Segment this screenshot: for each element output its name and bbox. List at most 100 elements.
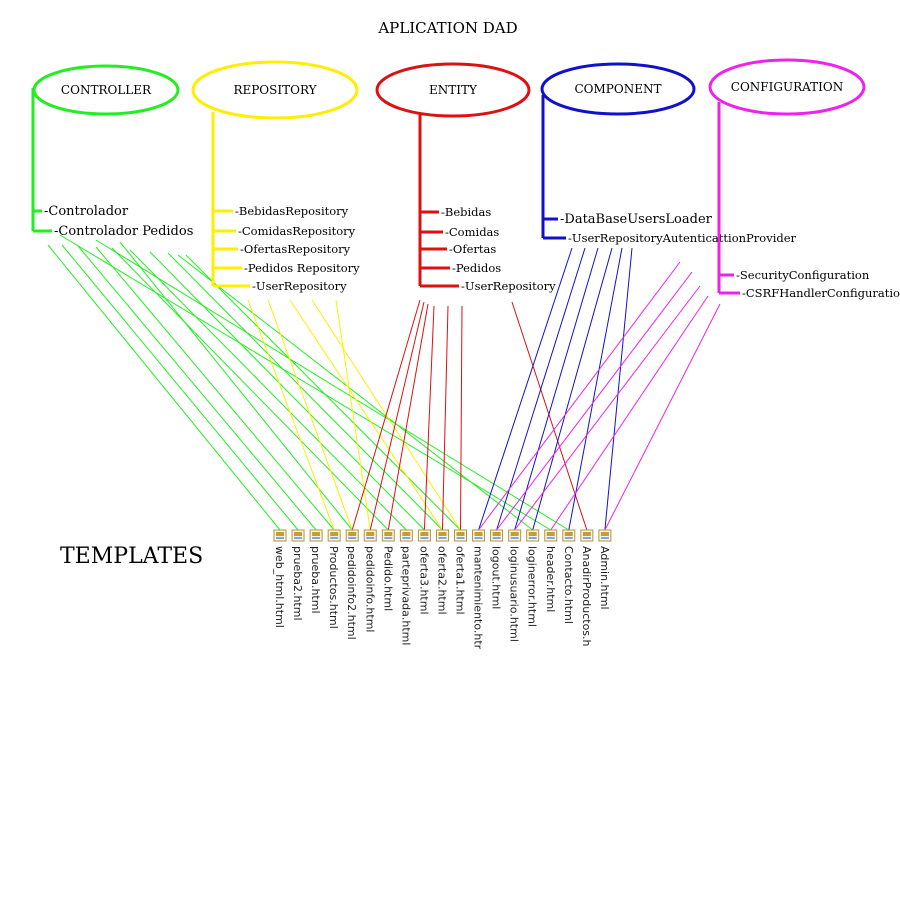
html-file-icon: [435, 529, 449, 542]
connection-component: [532, 247, 613, 531]
template-file[interactable]: logout.html: [490, 529, 504, 609]
category-item: -BebidasRepository: [235, 204, 349, 218]
connection-configuration: [514, 285, 701, 531]
template-file[interactable]: Pedido.html: [381, 529, 395, 611]
template-file[interactable]: oferta3.html: [417, 529, 431, 615]
template-name: oferta3.html: [417, 546, 430, 615]
category-item: -Controlador Pedidos: [54, 224, 193, 239]
connection-entity: [511, 301, 588, 531]
category-label: CONFIGURATION: [731, 80, 843, 94]
template-name: logout.html: [490, 546, 503, 609]
template-name: loginusuario.html: [508, 546, 521, 642]
template-file[interactable]: prueba.html: [309, 529, 323, 614]
html-file-icon: [490, 529, 504, 542]
connection-component: [604, 247, 633, 531]
html-file-icon: [327, 529, 341, 542]
html-file-icon: [345, 529, 359, 542]
html-file-icon: [598, 529, 612, 542]
template-name: Productos.html: [327, 546, 340, 629]
category-ellipse: [540, 62, 696, 116]
templates-heading: TEMPLATES: [60, 544, 203, 569]
category-item: -Pedidos: [452, 261, 501, 275]
template-file[interactable]: pedidoinfo2.html: [345, 529, 359, 640]
connection-controller: [95, 239, 570, 531]
template-file-list: web_html.html prueba2.html prueba.html Prod…: [273, 529, 612, 650]
html-file-icon: [291, 529, 305, 542]
template-file[interactable]: prueba2.html: [291, 529, 305, 621]
category-label: ENTITY: [429, 83, 478, 97]
template-file[interactable]: AnadirProductos.h: [580, 529, 594, 647]
template-file[interactable]: Productos.html: [327, 529, 341, 629]
html-file-icon: [273, 529, 287, 542]
connection-controller: [129, 249, 407, 531]
template-file[interactable]: oferta2.html: [435, 529, 449, 615]
category-label: CONTROLLER: [61, 83, 152, 97]
template-name: pedidoinfo2.html: [345, 546, 358, 640]
connection-component: [478, 247, 573, 531]
html-file-icon: [472, 529, 486, 542]
category-item: -ComidasRepository: [238, 224, 356, 238]
html-file-icon: [381, 529, 395, 542]
template-name: Pedido.html: [381, 546, 394, 611]
connection-repository: [289, 299, 443, 531]
template-file[interactable]: Contacto.html: [562, 529, 576, 624]
template-file[interactable]: loginerror.html: [526, 529, 540, 627]
connection-repository: [267, 299, 353, 531]
category-item: -Bebidas: [441, 205, 491, 219]
diagram-title: APLICATION DAD: [377, 19, 517, 37]
category-item: -SecurityConfiguration: [736, 268, 870, 282]
connection-controller: [177, 254, 534, 531]
category-label: COMPONENT: [575, 82, 662, 96]
template-file[interactable]: pedidoinfo.html: [363, 529, 377, 633]
template-name: pedidoinfo.html: [363, 546, 376, 633]
template-file[interactable]: parteprivada.html: [399, 529, 413, 645]
html-file-icon: [508, 529, 522, 542]
category-item: -Controlador: [44, 204, 129, 219]
category-item: -UserRepository: [252, 279, 347, 293]
connection-entity: [423, 305, 435, 531]
connection-configuration: [550, 295, 709, 531]
html-file-icon: [562, 529, 576, 542]
template-file[interactable]: oferta1.html: [454, 529, 467, 615]
category-ellipse: [708, 58, 866, 116]
connection-controller: [167, 252, 443, 531]
connection-component: [568, 247, 623, 531]
connection-component: [514, 247, 599, 531]
template-file[interactable]: Admin.html: [598, 529, 612, 610]
connection-controller: [61, 244, 299, 531]
connection-repository: [247, 299, 335, 531]
html-file-icon: [544, 529, 558, 542]
category-label: REPOSITORY: [233, 83, 317, 97]
template-file[interactable]: web_html.html: [273, 529, 287, 628]
connection-controller: [185, 254, 461, 531]
connection-configuration: [604, 303, 721, 531]
template-name: AnadirProductos.h: [580, 546, 593, 647]
connection-repository: [335, 299, 371, 531]
template-name: web_html.html: [273, 546, 286, 628]
connection-entity: [460, 305, 463, 531]
html-file-icon: [417, 529, 431, 542]
template-name: parteprivada.html: [399, 546, 412, 645]
connection-controller: [119, 241, 353, 531]
html-file-icon: [454, 529, 467, 542]
connection-configuration: [496, 271, 693, 531]
category-entity: ENTITY -Bebidas -Comidas -Ofertas -Pedidos -U…: [375, 62, 556, 293]
connection-entity: [441, 305, 449, 531]
html-file-icon: [309, 529, 323, 542]
connection-entity: [351, 299, 421, 531]
template-file[interactable]: header.html: [544, 529, 558, 612]
category-item: -UserRepository: [461, 279, 556, 293]
template-name: header.html: [544, 546, 557, 612]
template-name: Admin.html: [598, 546, 611, 610]
template-name: prueba.html: [309, 546, 322, 614]
template-file[interactable]: mantenimiento.htr: [472, 529, 486, 650]
html-file-icon: [580, 529, 594, 542]
connection-controller: [47, 244, 281, 531]
category-repository: REPOSITORY -BebidasRepository -ComidasRepo…: [191, 60, 360, 293]
connection-component: [496, 247, 586, 531]
html-file-icon: [399, 529, 413, 542]
template-name: oferta1.html: [454, 546, 467, 615]
connection-entity: [387, 303, 429, 531]
category-ellipse: [375, 62, 531, 118]
template-file[interactable]: loginusuario.html: [508, 529, 522, 642]
